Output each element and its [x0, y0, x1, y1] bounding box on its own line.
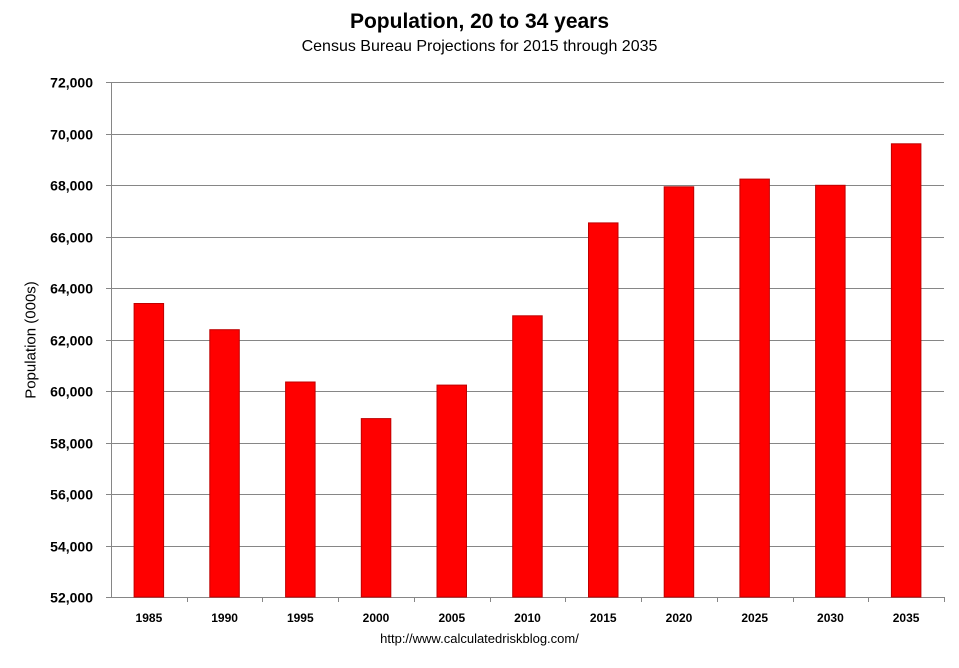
source-url: http://www.calculatedriskblog.com/: [380, 631, 579, 646]
y-tick-label-10: 72,000: [50, 75, 93, 91]
bar-2015: [588, 222, 619, 598]
y-tick-label-0: 52,000: [50, 590, 93, 606]
chart-title: Population, 20 to 34 years: [349, 10, 610, 33]
x-tick-label-2005: 2005: [438, 611, 465, 625]
bar-2005: [436, 384, 467, 598]
x-tick-label-2000: 2000: [363, 611, 390, 625]
x-tick-label-1985: 1985: [136, 611, 163, 625]
bar-1990: [209, 329, 240, 598]
y-tick-label-5: 62,000: [50, 333, 93, 349]
y-tick-label-7: 66,000: [50, 230, 93, 246]
x-tick-label-2015: 2015: [590, 611, 617, 625]
x-tick-label-2020: 2020: [666, 611, 693, 625]
bar-2010: [512, 315, 543, 598]
bar-1985: [133, 303, 165, 598]
y-tick-label-2: 56,000: [50, 487, 93, 503]
bar-2000: [360, 418, 392, 598]
x-tick-label-1995: 1995: [287, 611, 314, 625]
y-tick-label-6: 64,000: [50, 281, 93, 297]
bar-2035: [890, 143, 922, 598]
y-tick-label-3: 58,000: [50, 436, 93, 452]
x-tick-label-1990: 1990: [211, 611, 238, 625]
bar-2030: [815, 184, 846, 598]
y-tick-label-4: 60,000: [50, 384, 93, 400]
x-tick-label-2025: 2025: [741, 611, 768, 625]
y-tick-label-8: 68,000: [50, 178, 93, 194]
bar-1995: [285, 381, 316, 598]
y-tick-label-1: 54,000: [50, 539, 93, 555]
bar-2020: [663, 186, 695, 598]
chart-subtitle: Census Bureau Projections for 2015 throu…: [301, 38, 658, 55]
y-tick-label-9: 70,000: [50, 127, 93, 143]
x-tick-label-2035: 2035: [893, 611, 920, 625]
x-tick-label-2010: 2010: [514, 611, 541, 625]
bar-2025: [739, 178, 770, 598]
x-tick-label-2030: 2030: [817, 611, 844, 625]
